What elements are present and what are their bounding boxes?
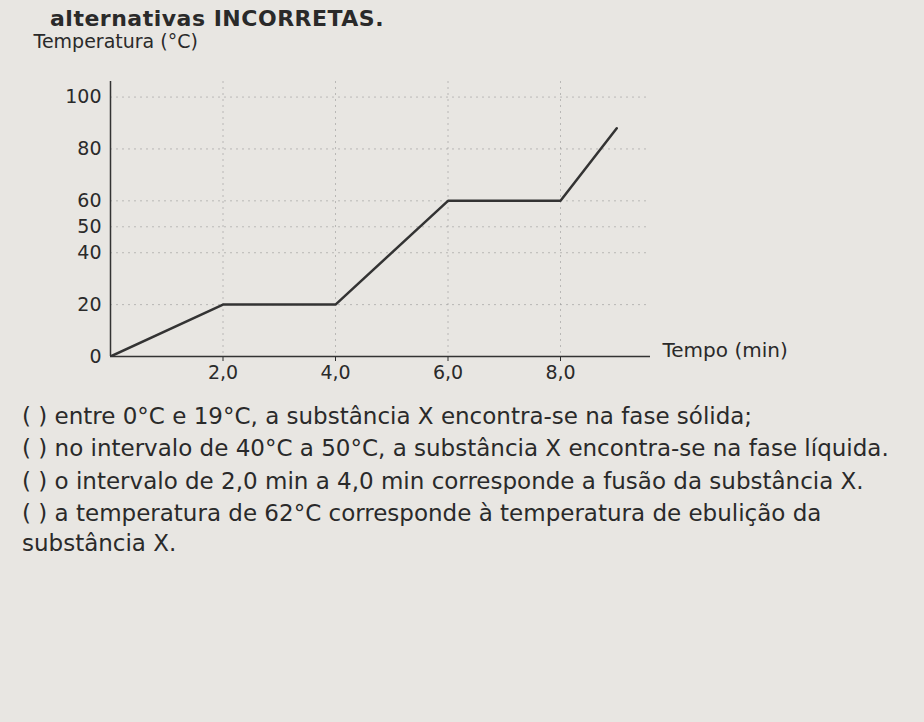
svg-text:2,0: 2,0 <box>208 361 238 383</box>
html-text:( ) no intervalo de 40°C a 50°: ( ) no intervalo de 40°C a 50°C, a subst… <box>22 435 889 462</box>
svg-text:20: 20 <box>77 293 101 315</box>
svg-text:4,0: 4,0 <box>320 361 350 383</box>
svg-text:100: 100 <box>65 85 101 107</box>
svg-text:Temperatura (°C): Temperatura (°C) <box>33 31 198 52</box>
svg-text:Tempo (min): Tempo (min) <box>662 338 788 362</box>
html-text:( ) o intervalo de 2,0 min a 4: ( ) o intervalo de 2,0 min a 4,0 min cor… <box>22 467 864 494</box>
svg-text:8,0: 8,0 <box>545 361 575 383</box>
svg-text:40: 40 <box>77 241 101 263</box>
svg-text:60: 60 <box>77 189 101 211</box>
svg-text:80: 80 <box>77 137 101 159</box>
svg-text:0: 0 <box>89 345 101 367</box>
html-text:( ) a temperatura de 62°C corr: ( ) a temperatura de 62°C corresponde à … <box>22 500 822 557</box>
svg-text:50: 50 <box>77 215 101 237</box>
html-text:alternativas INCORRETAS.: alternativas INCORRETAS. <box>50 6 385 31</box>
svg-text:6,0: 6,0 <box>433 361 463 383</box>
html-text:( ) entre 0°C e 19°C, a substâ: ( ) entre 0°C e 19°C, a substância X enc… <box>22 403 753 429</box>
